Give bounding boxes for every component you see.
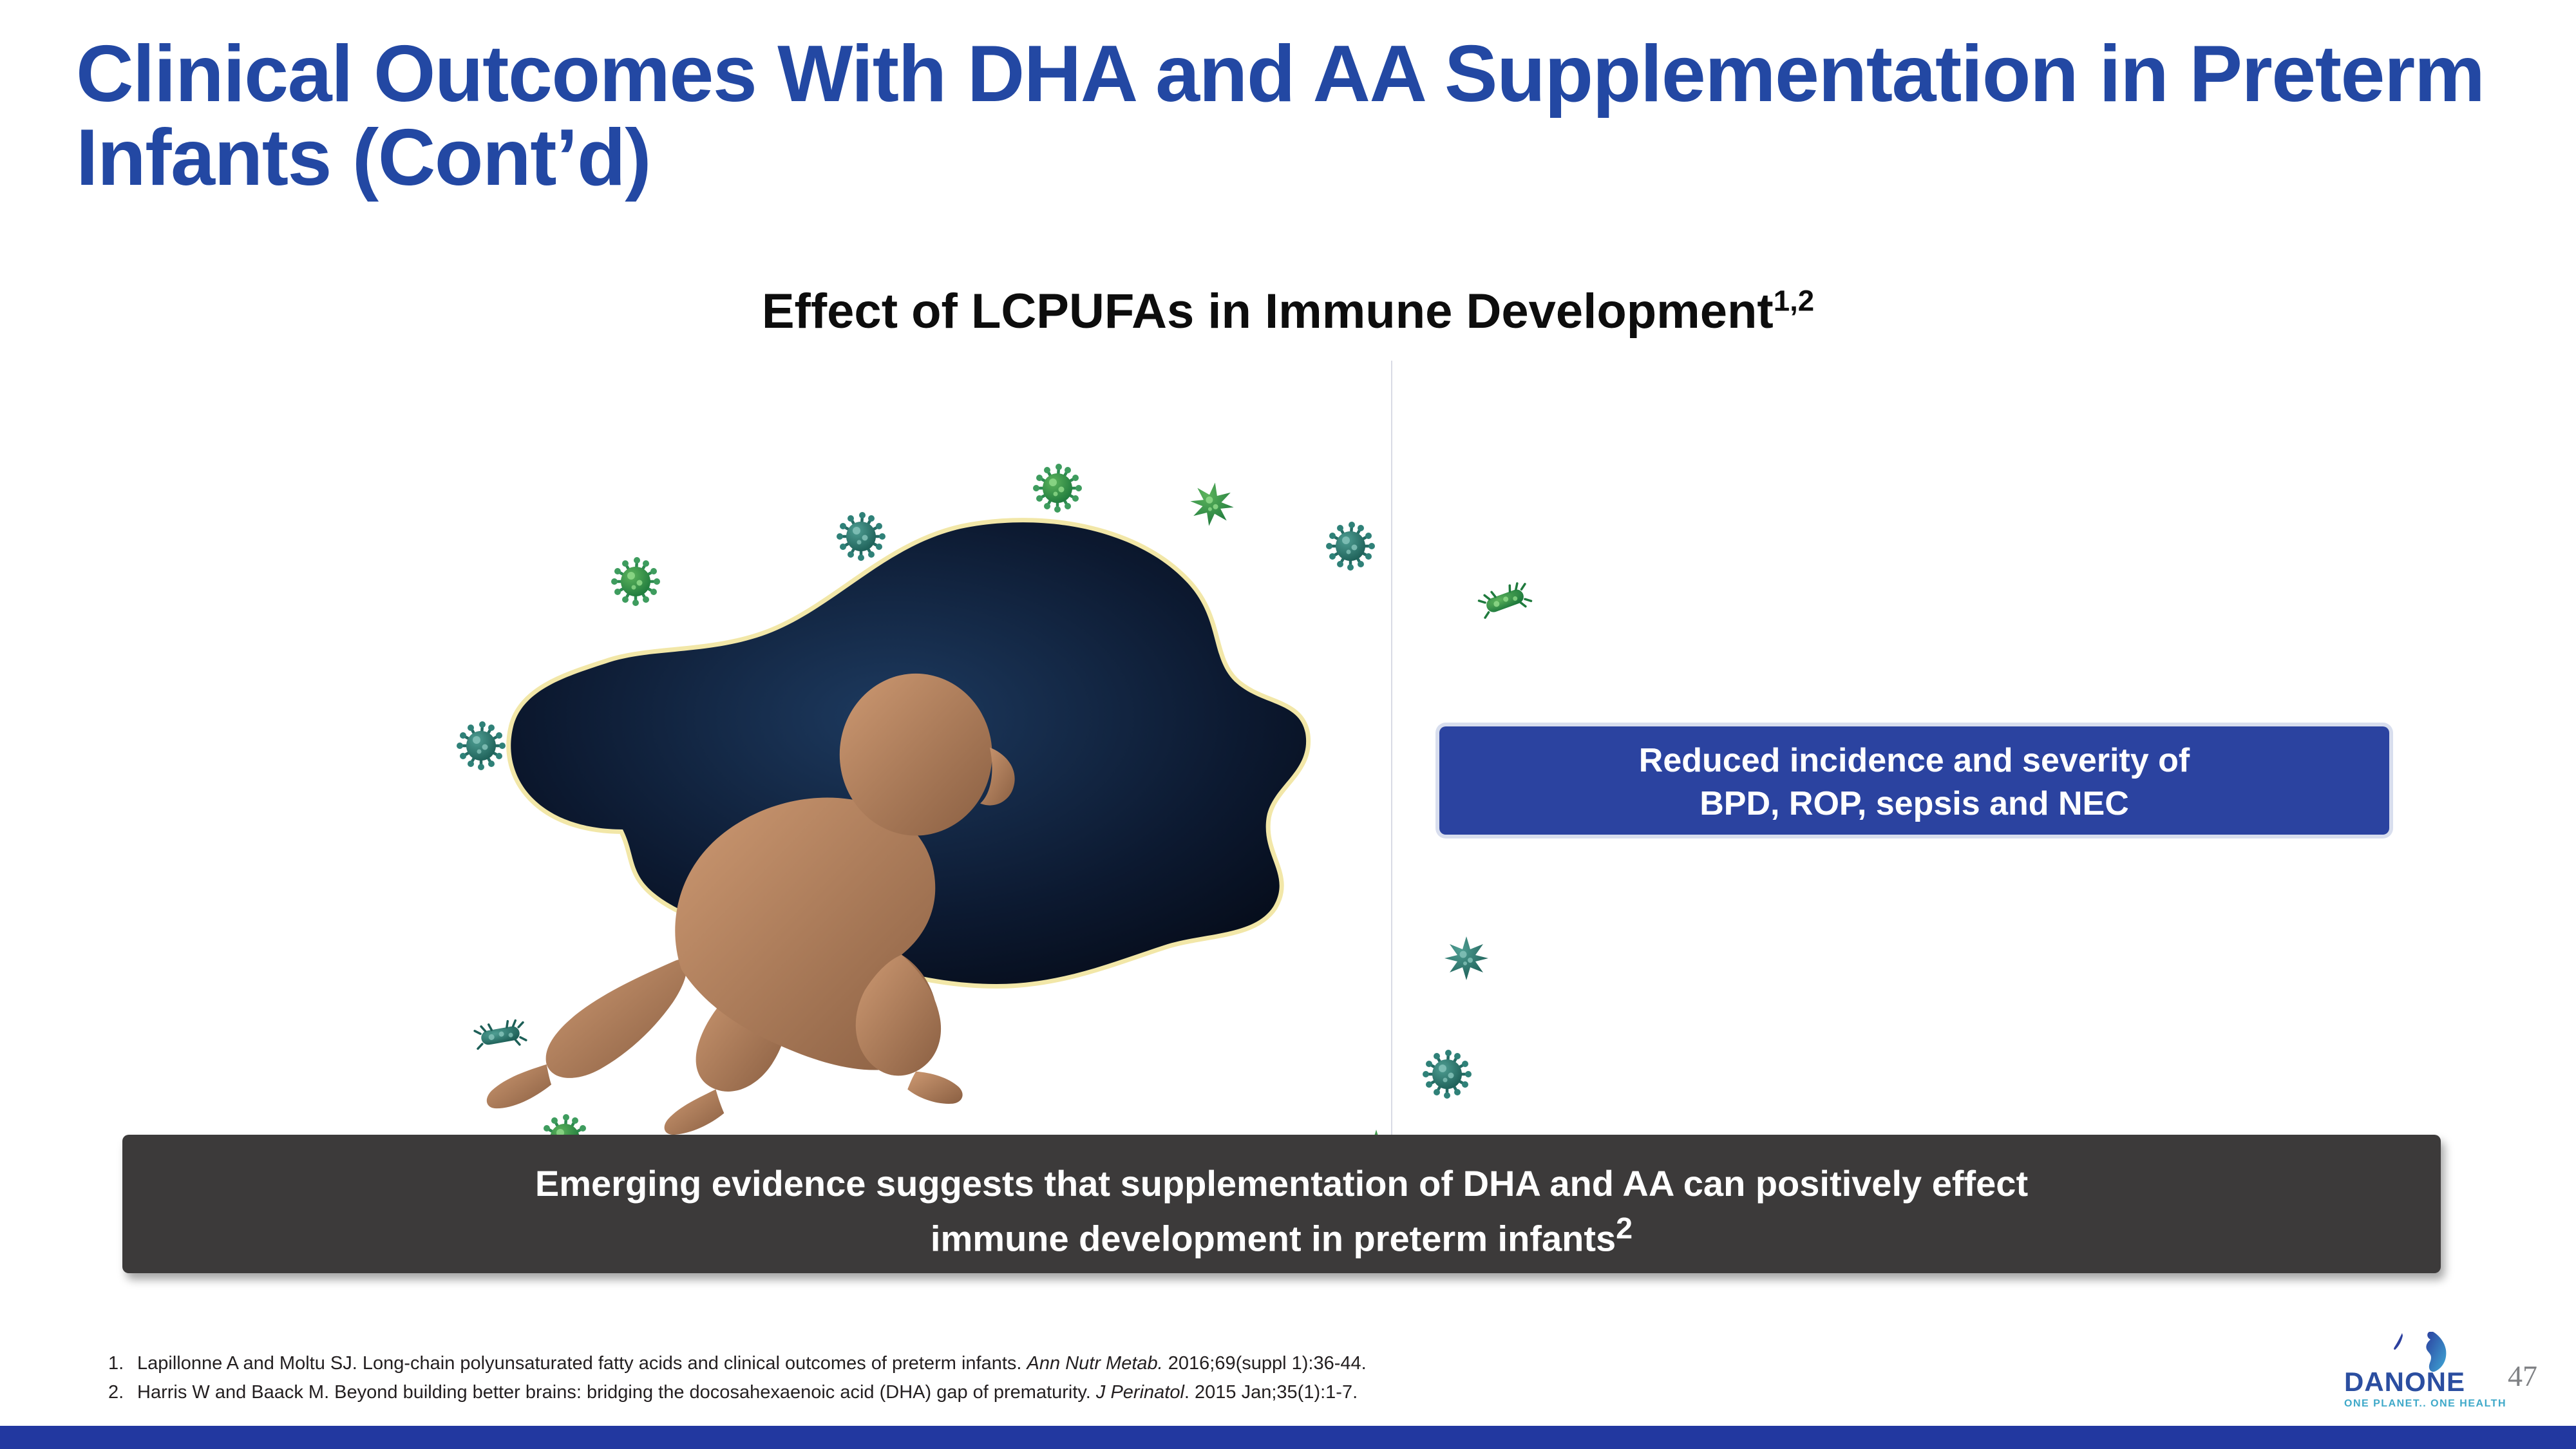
svg-text:DANONE: DANONE [2344,1367,2465,1397]
svg-text:ONE PLANET.. ONE HEALTH: ONE PLANET.. ONE HEALTH [2344,1398,2506,1409]
